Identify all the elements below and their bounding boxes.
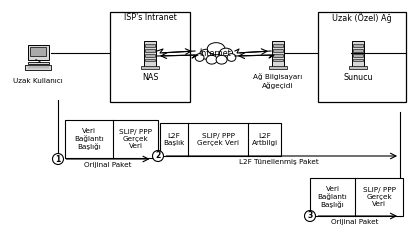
Ellipse shape bbox=[200, 49, 213, 59]
Bar bbox=[272, 41, 284, 68]
Circle shape bbox=[305, 211, 315, 221]
Bar bbox=[353, 44, 363, 47]
Bar bbox=[144, 41, 156, 68]
Text: SLIP/ PPP
Gerçek Veri: SLIP/ PPP Gerçek Veri bbox=[197, 133, 239, 146]
Ellipse shape bbox=[216, 55, 227, 64]
Text: Uzak (Özel) Ağ: Uzak (Özel) Ağ bbox=[332, 13, 392, 23]
Bar bbox=[27, 62, 49, 64]
Bar bbox=[145, 54, 155, 57]
Bar bbox=[145, 44, 155, 47]
Ellipse shape bbox=[195, 54, 204, 61]
Text: SLIP/ PPP
Gerçek
Veri: SLIP/ PPP Gerçek Veri bbox=[362, 187, 395, 207]
Ellipse shape bbox=[206, 55, 217, 64]
Text: 1: 1 bbox=[55, 155, 61, 163]
Bar bbox=[273, 54, 283, 57]
Bar bbox=[110, 12, 190, 102]
Bar bbox=[273, 49, 283, 52]
Ellipse shape bbox=[208, 43, 225, 55]
Circle shape bbox=[152, 151, 164, 161]
Bar bbox=[145, 49, 155, 52]
Text: Ağ Bilgisayarı
Ağgeçidi: Ağ Bilgisayarı Ağgeçidi bbox=[254, 73, 303, 89]
Bar bbox=[318, 12, 406, 102]
Text: L2F
Artbilgi: L2F Artbilgi bbox=[251, 133, 278, 146]
Bar bbox=[160, 123, 281, 156]
Text: İnternet: İnternet bbox=[199, 50, 231, 59]
Text: ISP's Intranet: ISP's Intranet bbox=[124, 13, 176, 23]
Bar bbox=[349, 66, 366, 69]
Bar bbox=[273, 44, 283, 47]
Text: SLIP/ PPP
Gerçek
Veri: SLIP/ PPP Gerçek Veri bbox=[119, 129, 152, 149]
Text: Orijinal Paket: Orijinal Paket bbox=[331, 219, 379, 225]
Bar bbox=[25, 65, 51, 70]
Text: 2: 2 bbox=[155, 152, 161, 160]
Text: Veri
Bağlantı
Başlığı: Veri Bağlantı Başlığı bbox=[317, 186, 347, 208]
Bar bbox=[65, 120, 158, 158]
Text: NAS: NAS bbox=[142, 73, 158, 82]
Text: 3: 3 bbox=[308, 212, 312, 220]
Bar bbox=[353, 59, 363, 61]
Bar bbox=[269, 66, 286, 69]
Text: Veri
Bağlantı
Başlığı: Veri Bağlantı Başlığı bbox=[74, 128, 104, 150]
Text: Orijinal Paket: Orijinal Paket bbox=[84, 162, 132, 168]
Bar bbox=[353, 49, 363, 52]
Bar bbox=[142, 66, 159, 69]
Bar bbox=[273, 59, 283, 61]
Text: Uzak Kullanıcı: Uzak Kullanıcı bbox=[13, 78, 63, 84]
Bar bbox=[310, 178, 403, 216]
Bar bbox=[29, 47, 46, 57]
Bar bbox=[352, 41, 364, 68]
Ellipse shape bbox=[227, 54, 236, 61]
Bar bbox=[353, 54, 363, 57]
Circle shape bbox=[53, 154, 63, 164]
Text: L2F Tünellenmiş Paket: L2F Tünellenmiş Paket bbox=[239, 159, 319, 165]
Bar bbox=[27, 45, 49, 60]
Text: L2F
Başlık: L2F Başlık bbox=[164, 133, 185, 146]
Ellipse shape bbox=[220, 48, 232, 58]
Text: Sunucu: Sunucu bbox=[343, 73, 373, 82]
Bar bbox=[145, 59, 155, 61]
